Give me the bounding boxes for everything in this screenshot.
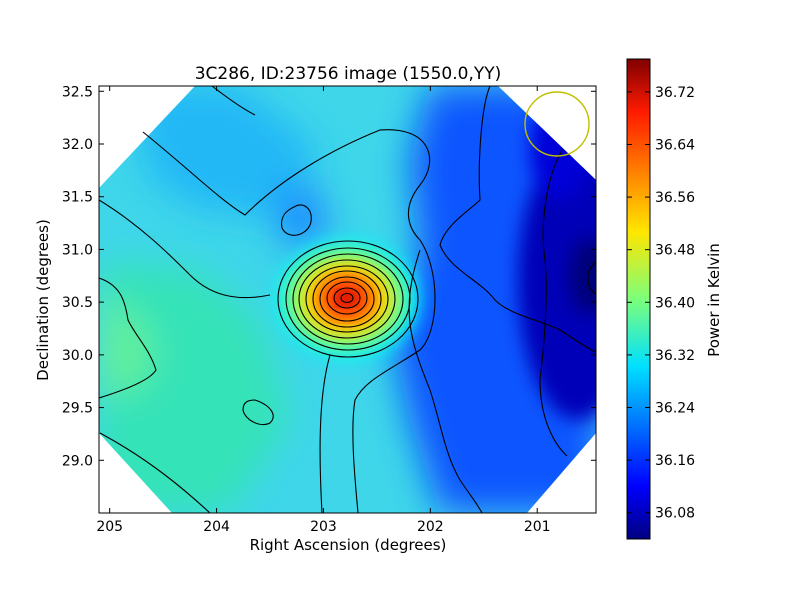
contour-line <box>99 277 157 399</box>
colorbar-tick-label: 36.16 <box>655 453 695 469</box>
x-axis-label: Right Ascension (degrees) <box>250 536 447 554</box>
x-tick-label: 205 <box>96 519 123 535</box>
y-tick-label: 31.5 <box>62 190 93 206</box>
contour-line <box>242 399 274 426</box>
colorbar-tick-label: 36.24 <box>655 400 695 416</box>
colorbar-tick-label: 36.08 <box>655 506 695 522</box>
contour-lines <box>99 86 596 513</box>
contour-line <box>408 249 483 513</box>
x-tick-label: 203 <box>310 519 337 535</box>
y-tick-label: 30.5 <box>62 295 93 311</box>
plot-frame <box>98 85 597 514</box>
contour-line <box>439 86 596 353</box>
source-contours <box>277 240 419 358</box>
y-axis: 29.0 29.5 30.0 30.5 31.0 31.5 32.0 32.5 <box>62 84 596 469</box>
contour-line <box>99 432 211 513</box>
colorbar-tick-label: 36.40 <box>655 295 695 311</box>
contour-line <box>539 149 568 457</box>
y-tick-label: 32.5 <box>62 84 93 100</box>
colorbar <box>626 58 651 540</box>
contour-line <box>587 261 596 296</box>
y-axis-label: Declination (degrees) <box>34 219 52 381</box>
y-tick-label: 31.0 <box>62 242 93 258</box>
y-tick-label: 29.5 <box>62 401 93 417</box>
colorbar-tick-label: 36.32 <box>655 348 695 364</box>
colorbar-tick-label: 36.72 <box>655 85 695 101</box>
contour-line <box>142 129 436 513</box>
beam-circle <box>524 91 590 157</box>
colorbar-label: Power in Kelvin <box>705 243 723 357</box>
heatmap-field <box>99 86 596 513</box>
chart-title: 3C286, ID:23756 image (1550.0,YY) <box>195 64 502 84</box>
contour-line <box>281 204 312 236</box>
colorbar-axis: 36.08 36.16 36.24 36.32 36.40 36.48 36.56 36.64… <box>627 85 695 522</box>
colorbar-tick-label: 36.56 <box>655 190 695 206</box>
x-axis: 205 204 203 202 201 <box>96 86 551 535</box>
x-tick-label: 204 <box>203 519 230 535</box>
y-tick-label: 29.0 <box>62 453 93 469</box>
y-tick-label: 30.0 <box>62 348 93 364</box>
colorbar-tick-label: 36.48 <box>655 243 695 259</box>
contour-line <box>99 199 271 299</box>
y-tick-label: 32.0 <box>62 137 93 153</box>
x-tick-label: 201 <box>524 519 551 535</box>
colorbar-tick-label: 36.64 <box>655 137 695 153</box>
x-tick-label: 202 <box>417 519 444 535</box>
contour-line <box>319 354 331 513</box>
